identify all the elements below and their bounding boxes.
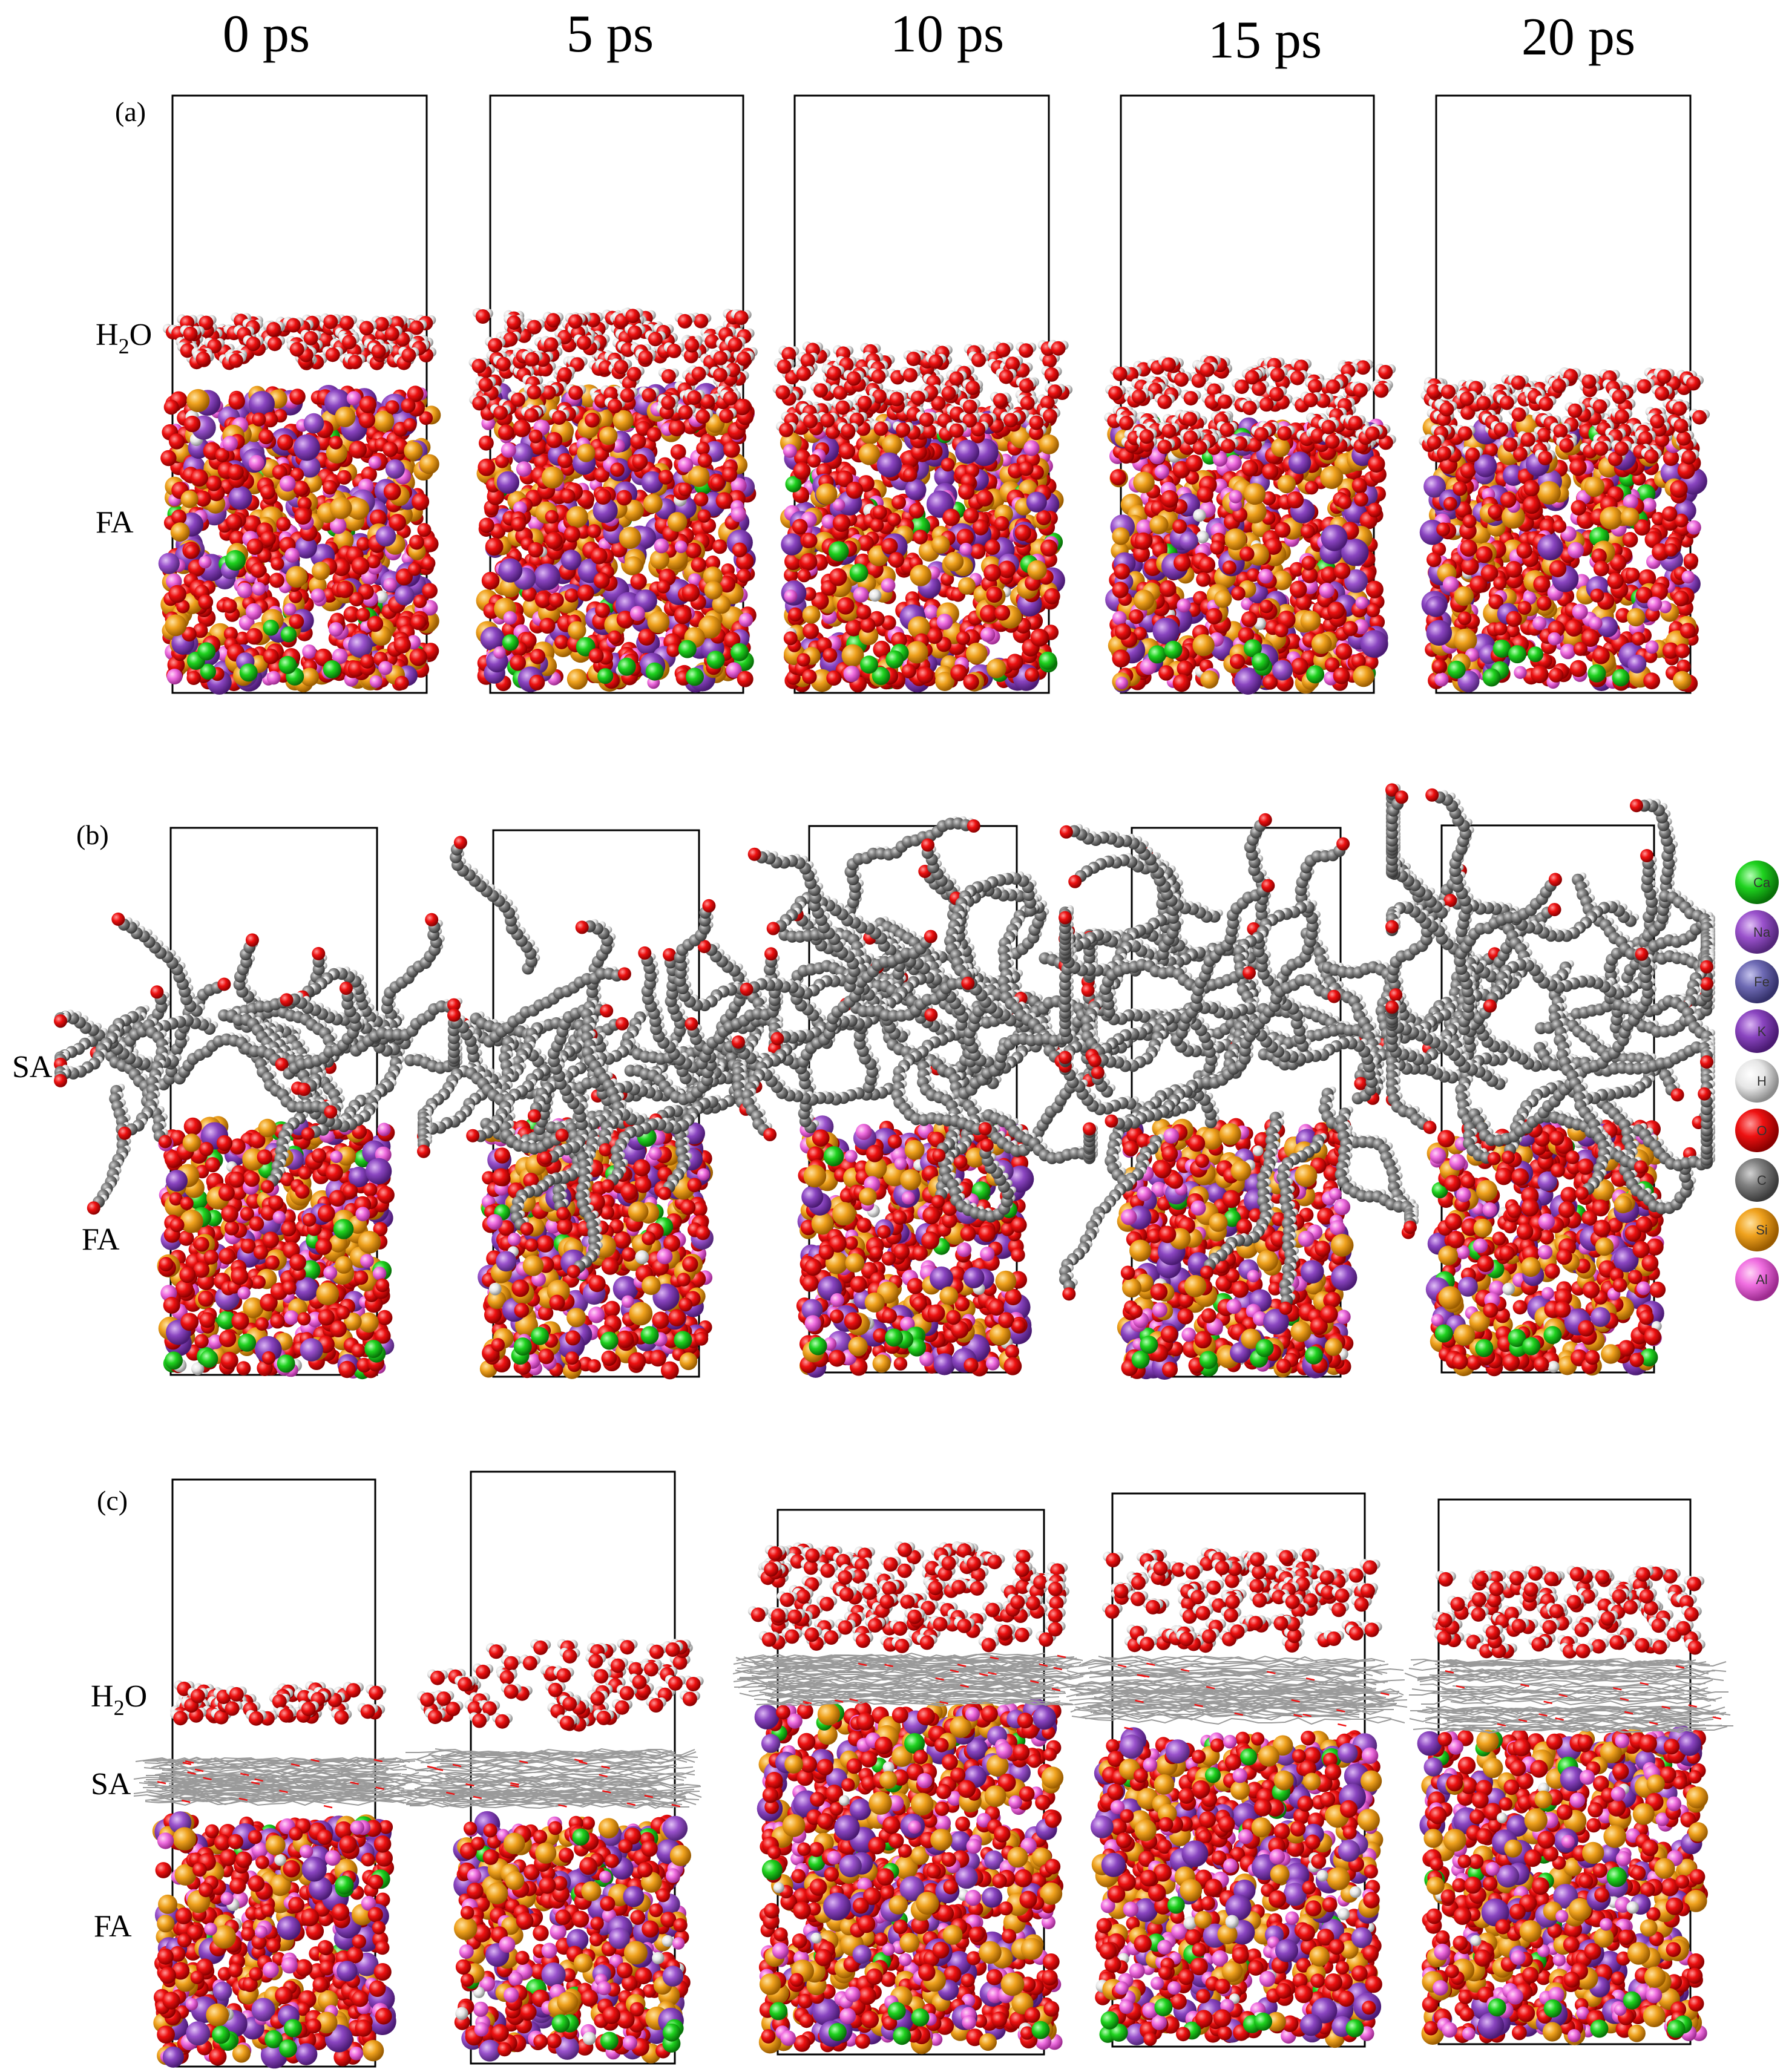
layer-label-sa-b: SA	[12, 1050, 53, 1084]
legend-swatch-h	[1735, 1059, 1779, 1103]
panel-c-1	[399, 1470, 704, 2065]
layer-label-sa-c: SA	[91, 1767, 131, 1802]
row-label-c: (c)	[97, 1485, 128, 1516]
row-label-b: (b)	[76, 819, 109, 850]
panel-a-2	[772, 94, 1073, 694]
panel-c-0	[133, 1478, 421, 2069]
panel-b-1	[417, 829, 783, 1380]
layer-label-fa-a: FA	[96, 505, 134, 540]
legend-swatch-al	[1735, 1257, 1779, 1301]
legend-swatch-k	[1735, 1009, 1779, 1053]
legend-item-na: Na	[1735, 910, 1779, 954]
panel-c-2	[732, 1509, 1085, 2056]
time-label-1: 5 ps	[566, 5, 654, 64]
panel-b-3	[1059, 813, 1419, 1380]
legend-swatch-fe	[1735, 960, 1779, 1003]
panel-a-1	[468, 94, 758, 694]
panel-b-4	[1385, 783, 1715, 1377]
legend-label-fe: Fe	[1754, 974, 1770, 989]
layer-label-h2o-c: H2O	[91, 1679, 147, 1720]
panel-a-4	[1419, 94, 1710, 694]
panel-a-0	[158, 94, 441, 695]
legend-label-ca: Ca	[1753, 875, 1771, 890]
time-label-3: 15 ps	[1208, 11, 1322, 70]
legend-label-al: Al	[1756, 1272, 1768, 1287]
legend-item-h: H	[1735, 1059, 1779, 1103]
legend-swatch-c	[1735, 1158, 1779, 1202]
legend-item-o: O	[1735, 1109, 1779, 1152]
legend-swatch-si	[1735, 1208, 1779, 1251]
legend-swatch-ca	[1735, 861, 1779, 904]
legend-item-k: K	[1735, 1009, 1779, 1053]
time-label-0: 0 ps	[223, 5, 310, 64]
legend-label-c: C	[1757, 1173, 1767, 1188]
legend-swatch-o	[1735, 1109, 1779, 1152]
panel-b-2	[732, 816, 1098, 1378]
legend-label-na: Na	[1753, 925, 1771, 940]
layer-label-h2o-a: H2O	[96, 318, 152, 358]
panel-a-3	[1104, 94, 1396, 695]
panel-b-0	[54, 827, 462, 1380]
time-headers: 0 ps 5 ps 10 ps 15 ps 20 ps	[223, 5, 1635, 70]
time-label-4: 20 ps	[1522, 8, 1635, 67]
layer-label-fa-b: FA	[82, 1222, 120, 1257]
legend-swatch-na	[1735, 910, 1779, 954]
legend-item-fe: Fe	[1735, 960, 1779, 1003]
legend-item-al: Al	[1735, 1257, 1779, 1301]
row-label-a: (a)	[115, 96, 146, 127]
legend-label-h: H	[1757, 1074, 1767, 1089]
legend-item-ca: Ca	[1735, 861, 1779, 904]
legend-label-si: Si	[1756, 1222, 1768, 1238]
legend-label-k: K	[1758, 1024, 1767, 1039]
legend-item-c: C	[1735, 1158, 1779, 1202]
layer-label-fa-c: FA	[94, 1909, 132, 1944]
legend-label-o: O	[1756, 1123, 1767, 1138]
legend-item-si: Si	[1735, 1208, 1779, 1251]
time-label-2: 10 ps	[890, 5, 1004, 64]
element-legend: Ca Na Fe K H O C Si Al	[1735, 861, 1779, 1301]
panel-c-4	[1404, 1498, 1733, 2045]
panel-c-3	[1065, 1492, 1408, 2048]
simulation-panels	[54, 94, 1733, 2069]
